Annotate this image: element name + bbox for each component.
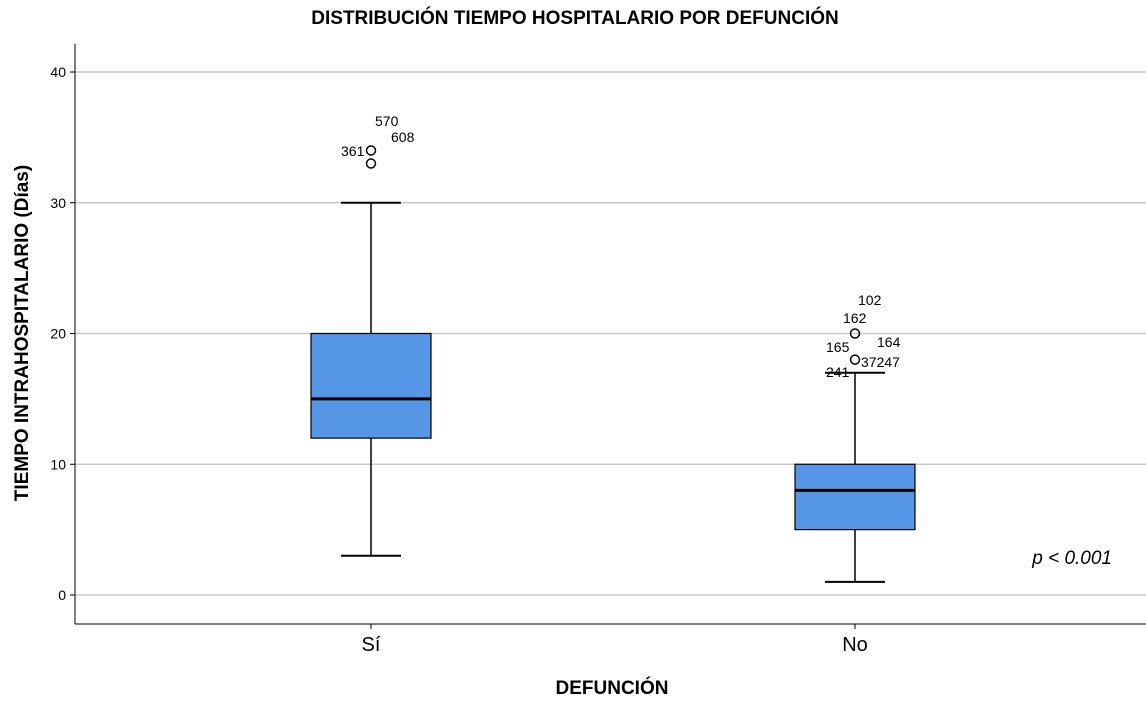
- y-tick-label: 0: [58, 587, 66, 603]
- y-tick-label: 40: [50, 64, 66, 80]
- y-tick-label: 30: [50, 195, 66, 211]
- p-value-annotation: p < 0.001: [1031, 548, 1112, 569]
- outlier-label: 608: [391, 129, 415, 145]
- outlier-label: 361: [341, 143, 365, 159]
- outlier-label: 102: [858, 292, 882, 308]
- gridlines: [75, 71, 1146, 596]
- x-category-label: No: [842, 634, 868, 656]
- outlier-label: 164: [877, 334, 901, 350]
- box-group-1: 102 162 164 165 37247 241: [794, 292, 916, 583]
- outlier-label: 165: [826, 339, 850, 355]
- outlier-label: 162: [843, 310, 867, 326]
- y-axis-title: TIEMPO INTRAHOSPITALARIO (Días): [12, 165, 33, 501]
- outlier-point: [849, 328, 861, 339]
- chart-title: DISTRIBUCIÓN TIEMPO HOSPITALARIO POR DEF…: [311, 7, 838, 29]
- y-tick-label: 20: [50, 326, 66, 342]
- outlier-label: 570: [375, 113, 399, 129]
- y-ticks: 0 10 20 30 40: [50, 64, 75, 603]
- x-category-label: Sí: [362, 634, 381, 656]
- box-iqr: [310, 332, 432, 439]
- x-categories: Sí No: [362, 624, 868, 656]
- outlier-point: [365, 158, 377, 169]
- x-axis-title: DEFUNCIÓN: [556, 677, 669, 699]
- outlier-point: [365, 145, 377, 156]
- outlier-label: 37247: [861, 354, 900, 370]
- y-tick-label: 10: [50, 456, 66, 472]
- box-iqr: [794, 463, 916, 531]
- outlier-label: 241: [826, 364, 850, 380]
- outlier-point: [849, 354, 861, 365]
